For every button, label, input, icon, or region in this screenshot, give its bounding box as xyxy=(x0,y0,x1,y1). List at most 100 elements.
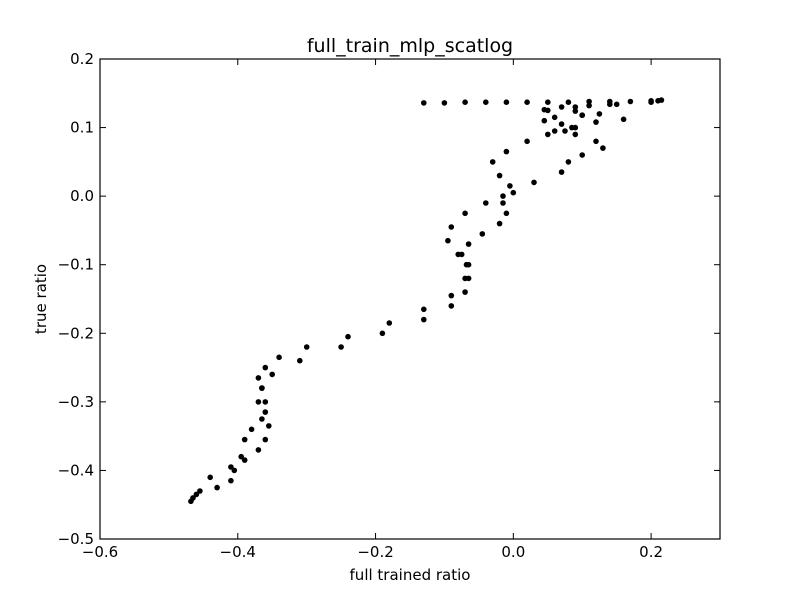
x-tick-label: 0.0 xyxy=(501,543,525,561)
x-tick-label: 0.2 xyxy=(639,543,663,561)
scatter-point xyxy=(445,237,451,244)
x-axis: −0.6 −0.4 −0.2 0.0 0.2 xyxy=(82,59,663,561)
scatter-point xyxy=(441,100,448,106)
scatter-point xyxy=(572,131,579,138)
scatter-point xyxy=(627,98,634,105)
scatter-point xyxy=(255,375,262,381)
y-tick-label: 0.1 xyxy=(70,119,94,137)
scatter-point xyxy=(303,344,310,350)
scatter-point xyxy=(545,107,551,114)
scatter-point xyxy=(262,399,269,405)
scatter-point xyxy=(593,138,599,145)
scatter-point xyxy=(190,495,196,501)
scatter-point xyxy=(503,99,510,105)
scatter-point xyxy=(193,491,200,498)
scatter-point xyxy=(345,333,351,340)
scatter-point xyxy=(262,436,269,443)
scatter-point xyxy=(255,447,262,453)
x-axis-label: full trained ratio xyxy=(350,566,471,584)
scatter-point xyxy=(421,316,427,323)
scatter-point xyxy=(551,128,558,134)
y-tick-label: −0.2 xyxy=(58,324,94,342)
scatter-point xyxy=(262,409,269,415)
scatter-point xyxy=(579,112,585,118)
scatter-point xyxy=(572,108,579,114)
scatter-point xyxy=(507,183,513,189)
y-axis-label: true ratio xyxy=(32,264,50,334)
y-tick-label: −0.5 xyxy=(58,530,94,548)
y-tick-label: −0.3 xyxy=(58,393,94,411)
scatter-series-0 xyxy=(188,99,654,505)
scatter-point xyxy=(579,152,585,158)
scatter-point xyxy=(266,423,272,429)
scatter-point xyxy=(386,320,393,326)
scatter-series-1 xyxy=(190,98,661,501)
scatter-point xyxy=(531,179,537,186)
scatter-point xyxy=(558,104,565,110)
scatter-point xyxy=(238,453,244,460)
scatter-point xyxy=(607,98,613,105)
scatter-point xyxy=(562,128,568,134)
scatter-point xyxy=(620,116,627,123)
scatter-point xyxy=(483,200,489,206)
scatter-point xyxy=(541,117,548,124)
y-tick-label: −0.1 xyxy=(58,256,94,274)
scatter-point xyxy=(496,172,503,179)
scatter-point xyxy=(489,159,496,165)
scatter-point xyxy=(496,220,503,227)
scatter-point xyxy=(262,364,269,371)
scatter-point xyxy=(565,99,572,105)
scatter-point xyxy=(572,104,579,110)
scatter-point xyxy=(658,97,665,103)
scatter-point xyxy=(465,275,472,282)
scatter-point xyxy=(421,100,427,106)
scatter-point xyxy=(421,306,427,313)
chart-title: full_train_mlp_scatlog xyxy=(307,35,513,57)
scatter-point xyxy=(524,138,530,145)
scatter-point xyxy=(483,99,489,105)
scatter-point xyxy=(207,474,213,481)
scatter-point xyxy=(465,241,472,247)
scatter-point xyxy=(500,200,506,206)
scatter-point xyxy=(259,416,265,422)
scatter-point xyxy=(572,124,579,131)
scatter-series-2 xyxy=(421,97,665,106)
scatter-point xyxy=(248,426,255,433)
scatter-point xyxy=(448,303,455,309)
scatter-point xyxy=(586,102,592,109)
scatter-point xyxy=(545,131,551,138)
x-tick-label: −0.2 xyxy=(357,543,393,561)
plot-marks xyxy=(188,97,665,505)
y-tick-label: 0.2 xyxy=(70,50,94,68)
scatter-point xyxy=(462,289,468,295)
scatter-point xyxy=(500,193,506,199)
scatter-point xyxy=(545,99,551,105)
scatter-point xyxy=(551,114,558,121)
plot-frame xyxy=(99,58,721,540)
scatter-point xyxy=(465,261,472,268)
scatter-point xyxy=(231,467,238,474)
scatter-point xyxy=(596,111,603,117)
scatter-point xyxy=(255,399,262,405)
scatter-point xyxy=(276,354,282,361)
scatter-point xyxy=(269,371,276,378)
x-tick-label: −0.4 xyxy=(220,543,256,561)
scatter-point xyxy=(524,99,530,105)
scatter-point xyxy=(379,330,386,337)
scatter-point xyxy=(600,145,606,151)
scatter-point xyxy=(228,464,234,470)
scatter-point xyxy=(462,99,468,105)
scatter-point xyxy=(241,436,248,443)
scatter-point xyxy=(448,224,455,230)
scatter-point xyxy=(214,484,220,491)
scatter-point xyxy=(228,477,234,484)
x-tick-label: −0.6 xyxy=(82,543,118,561)
scatter-point xyxy=(462,210,468,217)
scatter-point xyxy=(586,98,592,105)
scatter-point xyxy=(648,98,654,104)
scatter-point xyxy=(565,159,572,165)
scatter-point xyxy=(259,385,265,391)
y-axis: −0.5 −0.4 −0.3 −0.2 −0.1 0.0 0.1 0.2 xyxy=(58,50,720,548)
